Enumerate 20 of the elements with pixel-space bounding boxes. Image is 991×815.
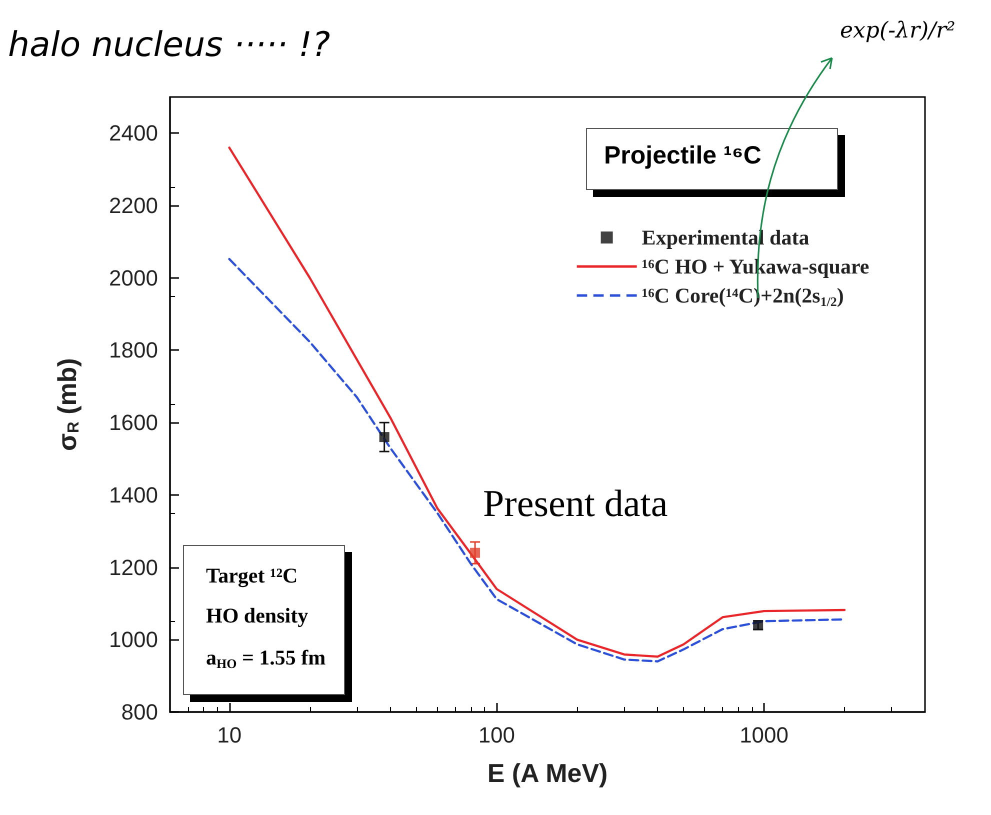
annotation: HO density <box>206 604 309 628</box>
y-tick-label: 2000 <box>109 265 158 290</box>
y-tick-label: 800 <box>121 700 158 724</box>
x-axis-title: E (A MeV) <box>487 758 608 788</box>
y-tick-label: 1400 <box>109 482 158 508</box>
y-tick-label: 1600 <box>109 410 158 436</box>
y-tick-label: 1800 <box>109 338 158 363</box>
annotation: Present data <box>483 482 668 525</box>
x-tick-label: 100 <box>478 722 516 748</box>
y-tick-label: 2400 <box>109 120 158 146</box>
y-tick-label: 1200 <box>109 554 158 580</box>
text: exp(-λr)/r² <box>840 18 956 44</box>
y-axis-title: σR (mb) <box>52 358 82 451</box>
annotation: Projectile ¹⁶C <box>604 142 762 170</box>
x-tick-label: 10 <box>217 722 242 748</box>
y-tick-label: 2200 <box>109 193 158 218</box>
y-tick-label: 1000 <box>109 627 158 652</box>
x-tick-label: 1000 <box>740 722 789 748</box>
annotation: Target ¹²C <box>206 564 298 588</box>
text: halo nucleus ····· !? <box>8 25 330 65</box>
